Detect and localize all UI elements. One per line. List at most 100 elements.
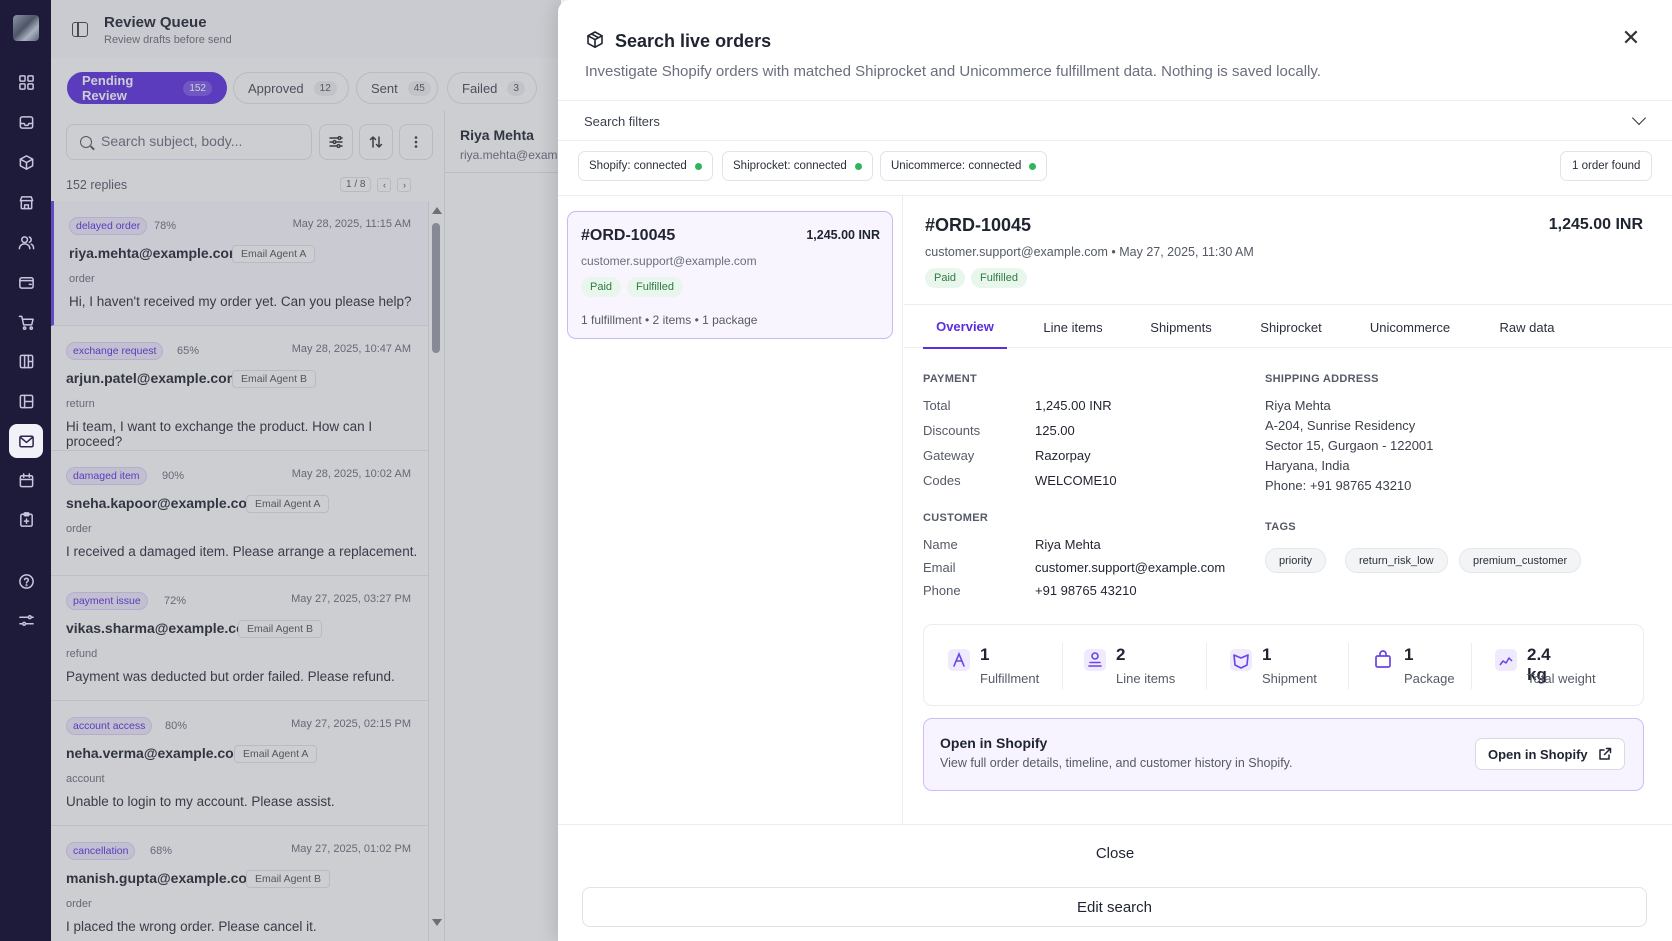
list-item[interactable]: exchange request 65% May 28, 2025, 10:47… <box>51 326 428 451</box>
page-subtitle: Review drafts before send <box>104 34 232 46</box>
help-icon[interactable] <box>9 564 43 598</box>
shipping-address-line: A-204, Sunrise Residency <box>1265 418 1416 433</box>
customer-phone-value: +91 98765 43210 <box>1035 583 1137 598</box>
agent-badge: Email Agent A <box>232 245 316 263</box>
intent-badge: exchange request <box>66 342 164 360</box>
confidence: 80% <box>165 720 188 732</box>
reply-date: May 27, 2025, 01:02 PM <box>291 843 411 855</box>
order-result-card[interactable]: #ORD-10045 1,245.00 INR customer.support… <box>567 211 893 339</box>
sender-email: sneha.kapoor@example.com <box>66 495 260 511</box>
wallet-icon[interactable] <box>9 265 43 299</box>
confidence: 65% <box>177 345 200 357</box>
intent-badge: payment issue <box>66 592 148 610</box>
more-options-button[interactable] <box>399 124 433 160</box>
tab-line-items[interactable]: Line items <box>1043 319 1103 335</box>
reply-preview: I received a damaged item. Please arrang… <box>66 544 418 559</box>
pagination: 1 / 8 ‹ › <box>340 177 412 192</box>
box-icon[interactable] <box>9 145 43 179</box>
detail-customer-name: Riya Mehta <box>460 127 534 143</box>
stat-label: Fulfillment <box>980 671 1040 686</box>
chevron-down-icon <box>1631 110 1647 126</box>
order-summary-meta: 1 fulfillment • 2 items • 1 package <box>581 313 758 327</box>
payment-gateway-value: Razorpay <box>1035 448 1091 463</box>
close-button[interactable]: Close <box>1095 845 1135 862</box>
shipping-address-line: Sector 15, Gurgaon - 122001 <box>1265 438 1434 453</box>
tab-sent[interactable]: Sent 45 <box>356 72 438 104</box>
settings-sliders-icon[interactable] <box>9 603 43 637</box>
list-item[interactable]: payment issue 72% May 27, 2025, 03:27 PM… <box>51 576 428 701</box>
edit-search-button[interactable]: Edit search <box>582 887 1647 927</box>
tab-raw-data[interactable]: Raw data <box>1499 319 1555 335</box>
line-items-icon <box>1084 649 1106 671</box>
sender-email: riya.mehta@example.com <box>69 245 242 261</box>
tab-overview[interactable]: Overview <box>923 305 1007 349</box>
fulfilled-status-badge: Fulfilled <box>971 268 1027 288</box>
intent-badge: cancellation <box>66 842 136 860</box>
tab-shipments[interactable]: Shipments <box>1150 319 1212 335</box>
sender-email: manish.gupta@example.com <box>66 870 260 886</box>
tab-pending-review[interactable]: Pending Review 152 <box>67 72 227 104</box>
reply-date: May 28, 2025, 10:02 AM <box>291 468 411 480</box>
scroll-down-icon[interactable] <box>432 919 442 926</box>
agent-badge: Email Agent B <box>238 620 322 638</box>
scroll-up-icon[interactable] <box>432 207 442 214</box>
catalog-icon[interactable] <box>9 344 43 378</box>
next-page-button[interactable]: › <box>397 177 412 192</box>
page-header: Review Queue Review drafts before send <box>51 0 571 58</box>
package-icon <box>1372 649 1394 671</box>
list-item[interactable]: account access 80% May 27, 2025, 02:15 P… <box>51 701 428 826</box>
customer-name-value: Riya Mehta <box>1035 537 1101 552</box>
search-input[interactable] <box>101 133 301 149</box>
layout-icon[interactable] <box>9 384 43 418</box>
store-icon[interactable] <box>9 185 43 219</box>
close-icon[interactable]: ✕ <box>1621 25 1641 50</box>
tab-shiprocket[interactable]: Shiprocket <box>1260 319 1322 335</box>
customer-name-label: Name <box>923 537 958 552</box>
reply-date: May 28, 2025, 11:15 AM <box>292 218 411 230</box>
inbox-icon[interactable] <box>9 105 43 139</box>
divider <box>1348 643 1349 689</box>
shiprocket-status-chip: Shiprocket: connected <box>722 151 873 181</box>
app-rail <box>0 0 51 941</box>
shipping-address-line: Riya Mehta <box>1265 398 1331 413</box>
list-item[interactable]: delayed order 78% May 28, 2025, 11:15 AM… <box>51 201 428 326</box>
order-tag: premium_customer <box>1459 548 1582 573</box>
stat-label: Shipment <box>1262 671 1317 686</box>
sender-email: arjun.patel@example.com <box>66 370 240 386</box>
reply-preview: Hi team, I want to exchange the product.… <box>66 419 373 449</box>
sidebar-toggle-icon[interactable] <box>72 22 88 37</box>
tags-heading: TAGS <box>1265 521 1296 533</box>
list-item[interactable]: damaged item 90% May 28, 2025, 10:02 AM … <box>51 451 428 576</box>
calendar-icon[interactable] <box>9 463 43 497</box>
clipboard-icon[interactable] <box>9 502 43 536</box>
tab-approved[interactable]: Approved 12 <box>233 72 349 104</box>
tab-label: Sent <box>371 80 398 96</box>
tab-failed[interactable]: Failed 3 <box>447 72 537 104</box>
payment-codes-label: Codes <box>923 473 961 488</box>
open-in-shopify-button[interactable]: Open in Shopify <box>1475 738 1625 770</box>
stat-value: 1 <box>1262 645 1272 664</box>
mail-icon[interactable] <box>9 424 43 458</box>
divider <box>1471 643 1472 689</box>
cart-icon[interactable] <box>9 305 43 339</box>
agent-badge: Email Agent B <box>232 370 316 388</box>
workspace-logo[interactable] <box>13 15 39 41</box>
scroll-thumb[interactable] <box>432 223 440 353</box>
users-icon[interactable] <box>9 225 43 259</box>
tab-unicommerce[interactable]: Unicommerce <box>1369 319 1451 335</box>
reply-category: order <box>69 273 95 285</box>
sort-button[interactable] <box>359 124 393 160</box>
dashboard-icon[interactable] <box>9 65 43 99</box>
reply-preview: Hi, I haven't received my order yet. Can… <box>69 294 412 309</box>
external-link-icon <box>1598 747 1611 760</box>
order-email: customer.support@example.com <box>581 254 757 268</box>
list-scrollbar[interactable] <box>429 201 443 941</box>
customer-heading: CUSTOMER <box>923 512 989 524</box>
shipping-address-heading: SHIPPING ADDRESS <box>1265 373 1379 385</box>
filter-button[interactable] <box>319 124 353 160</box>
reply-count: 152 replies <box>66 178 128 192</box>
search-filters-toggle[interactable]: Search filters <box>558 101 1672 141</box>
prev-page-button[interactable]: ‹ <box>377 177 392 192</box>
order-number: #ORD-10045 <box>581 227 676 244</box>
list-item[interactable]: cancellation 68% May 27, 2025, 01:02 PM … <box>51 826 428 941</box>
